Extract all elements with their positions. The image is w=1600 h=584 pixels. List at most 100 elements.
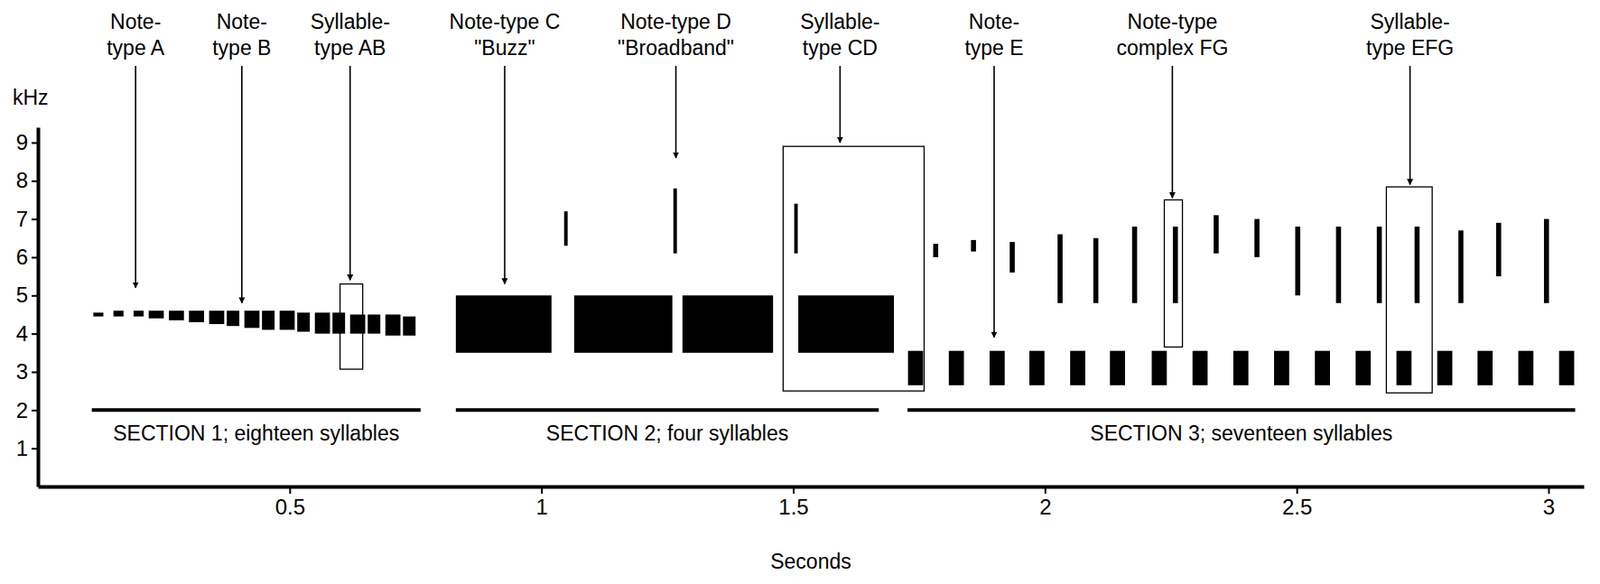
note xyxy=(1057,234,1063,304)
annotation-text: Syllable- xyxy=(1369,9,1450,34)
note xyxy=(908,351,924,386)
note xyxy=(682,295,773,354)
section-line xyxy=(907,408,1575,412)
y-tick-mark xyxy=(31,180,38,183)
note xyxy=(1029,351,1045,386)
x-axis: 0.5 1 1.5 2 2.5 3 xyxy=(38,486,1585,520)
note xyxy=(367,314,381,334)
x-tick: 0.5 xyxy=(275,486,306,520)
note xyxy=(297,312,310,332)
annotation-arrow xyxy=(1409,65,1412,186)
annotation-text: Syllable- xyxy=(800,9,880,34)
note xyxy=(794,204,799,254)
plot-area xyxy=(92,146,1576,410)
annotation-text: type A xyxy=(106,36,166,60)
y-tick-label: 3 xyxy=(16,359,28,384)
note xyxy=(1254,219,1260,258)
syllable-box xyxy=(340,284,363,370)
syllable-box xyxy=(1386,186,1433,393)
note xyxy=(402,316,416,336)
note xyxy=(1093,238,1099,304)
section-line xyxy=(92,408,421,412)
note xyxy=(148,310,165,318)
section-label: SECTION 1; eighteen syllables xyxy=(112,421,400,446)
note xyxy=(1518,351,1535,386)
y-tick: 8 xyxy=(16,167,38,193)
x-tick: 2.5 xyxy=(1282,486,1312,520)
y-tick-mark xyxy=(31,447,38,450)
note xyxy=(1294,226,1301,296)
note xyxy=(93,312,103,317)
annotation-arrow xyxy=(503,65,506,285)
y-tick-label: 8 xyxy=(16,167,28,193)
annotation-text: Note- xyxy=(216,9,268,34)
annotation-text: type CD xyxy=(802,36,878,60)
y-tick-mark xyxy=(31,333,38,335)
syllable-box xyxy=(1163,199,1182,347)
y-tick: 3 xyxy=(16,359,38,384)
y-axis: 1 2 3 4 5 6 7 8 9 xyxy=(16,128,39,488)
note xyxy=(455,295,552,354)
annotation-text: Note-type C xyxy=(449,9,561,34)
annotation-text: type EFG xyxy=(1366,36,1454,60)
note xyxy=(1069,351,1086,386)
note xyxy=(1477,351,1493,386)
y-tick-mark xyxy=(31,218,38,221)
y-tick: 9 xyxy=(16,130,38,155)
note xyxy=(1009,241,1015,273)
note xyxy=(564,211,568,246)
x-tick-mark xyxy=(1044,486,1047,494)
section-label: SECTION 3; seventeen syllables xyxy=(1089,421,1393,446)
annotation-arrow xyxy=(993,65,996,338)
annotation-arrow xyxy=(839,65,842,143)
x-tick-label: 2 xyxy=(1039,494,1052,520)
x-tick-label: 1.5 xyxy=(778,494,809,520)
annotation-text: Syllable- xyxy=(310,9,391,34)
note xyxy=(1192,351,1209,386)
note xyxy=(948,351,965,386)
note xyxy=(1132,226,1138,304)
note xyxy=(188,310,205,323)
x-tick: 3 xyxy=(1543,486,1555,520)
note xyxy=(168,310,185,321)
y-tick-label: 7 xyxy=(16,206,28,232)
annotation-text: Note- xyxy=(110,9,161,34)
x-tick-mark xyxy=(1547,486,1550,494)
x-tick-mark xyxy=(1296,486,1299,494)
y-tick: 1 xyxy=(16,436,38,461)
annotation-text: type AB xyxy=(314,36,386,60)
y-tick-label: 5 xyxy=(16,282,28,307)
note xyxy=(1376,226,1383,304)
note xyxy=(673,188,678,254)
note xyxy=(798,295,894,354)
y-tick: 4 xyxy=(16,321,38,346)
note xyxy=(1213,214,1219,253)
note xyxy=(1458,230,1464,303)
x-tick: 1 xyxy=(535,486,548,520)
note xyxy=(970,240,977,252)
note xyxy=(261,310,275,330)
note xyxy=(1396,351,1413,386)
y-tick: 6 xyxy=(16,244,38,270)
y-axis-title: kHz xyxy=(12,85,49,110)
annotation-arrow xyxy=(349,65,352,280)
chart-svg: SECTION 1; eighteen syllablesSECTION 2; … xyxy=(0,0,1600,584)
y-tick-mark xyxy=(31,141,38,144)
note xyxy=(113,310,124,317)
y-tick-label: 2 xyxy=(16,397,28,422)
note xyxy=(1152,351,1168,386)
x-tick-mark xyxy=(540,486,543,494)
y-tick: 7 xyxy=(16,206,38,232)
note xyxy=(1437,351,1453,386)
x-axis-line xyxy=(38,485,1585,490)
note xyxy=(133,310,144,317)
y-tick-label: 9 xyxy=(16,130,28,155)
x-tick: 1.5 xyxy=(778,486,809,520)
note xyxy=(574,295,673,354)
y-tick-mark xyxy=(31,295,38,298)
x-tick-label: 2.5 xyxy=(1282,494,1312,520)
annotation-text: "Broadband" xyxy=(617,36,735,60)
annotation-text: complex FG xyxy=(1116,36,1228,60)
note xyxy=(315,312,331,334)
y-tick-label: 6 xyxy=(16,244,28,270)
